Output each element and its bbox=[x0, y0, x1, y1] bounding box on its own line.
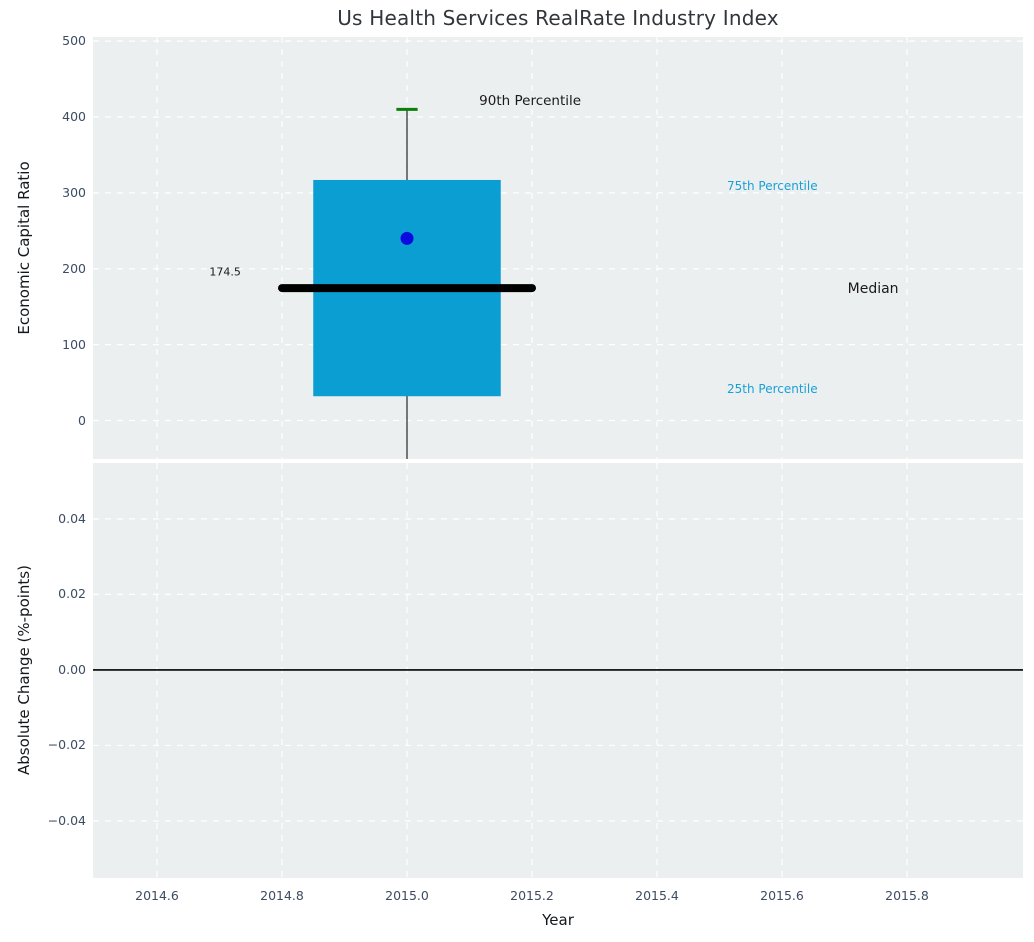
company-data-point bbox=[400, 231, 414, 245]
annotation-25th-percentile: 25th Percentile bbox=[727, 382, 818, 396]
y-tick-label: −0.04 bbox=[47, 812, 86, 828]
y-tick-label: −0.02 bbox=[47, 737, 86, 753]
x-tick-label: 2015.2 bbox=[510, 888, 554, 903]
economic-capital-ratio-plot: 90th Percentile 75th Percentile Median 25th… bbox=[93, 37, 1023, 459]
y-tick-label: 100 bbox=[62, 336, 86, 352]
x-tick-label: 2015.8 bbox=[885, 888, 929, 903]
y-tick-label: 500 bbox=[62, 33, 86, 49]
chart-title: Us Health Services RealRate Industry Ind… bbox=[337, 6, 779, 30]
x-tick-label: 2015.4 bbox=[635, 888, 679, 903]
box-plot-canvas: 90th Percentile 75th Percentile Median 25th… bbox=[93, 37, 1023, 459]
x-tick-label: 2015.6 bbox=[760, 888, 804, 903]
y-tick-label: 400 bbox=[62, 108, 86, 124]
y-tick-label: 200 bbox=[62, 260, 86, 276]
y-tick-label: 0 bbox=[78, 412, 86, 428]
absolute-change-plot bbox=[93, 463, 1023, 878]
y-tick-label: 300 bbox=[62, 184, 86, 200]
annotation-90th-percentile: 90th Percentile bbox=[479, 93, 581, 109]
x-tick-label: 2015.0 bbox=[385, 888, 429, 903]
y-tick-label: 0.02 bbox=[58, 586, 86, 602]
y-tick-label: 0.00 bbox=[58, 661, 86, 677]
change-plot-canvas bbox=[93, 463, 1023, 878]
annotation-75th-percentile: 75th Percentile bbox=[727, 179, 818, 193]
annotation-174-5: 174.5 bbox=[209, 266, 241, 279]
y-tick-label: 0.04 bbox=[58, 510, 86, 526]
x-tick-label: 2014.6 bbox=[135, 888, 179, 903]
annotation-median: Median bbox=[848, 281, 899, 297]
x-tick-label: 2014.8 bbox=[260, 888, 304, 903]
x-axis-label: Year bbox=[542, 911, 574, 929]
